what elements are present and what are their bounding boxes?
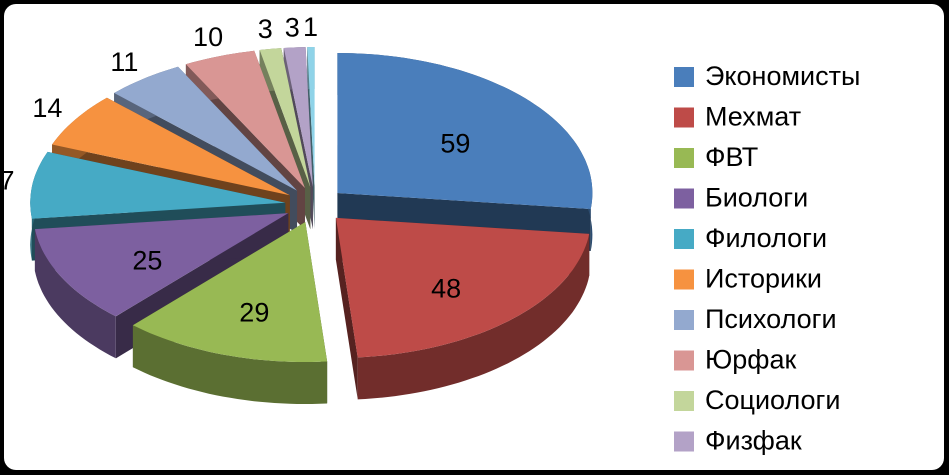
value-label: 14 — [32, 93, 62, 123]
slice-wall — [307, 47, 315, 230]
legend-swatch — [674, 310, 694, 330]
legend-swatch — [674, 148, 694, 168]
slice — [30, 151, 286, 219]
legend-swatch — [674, 188, 694, 209]
legend-label: Юрфак — [705, 345, 797, 375]
value-label: 3 — [285, 12, 300, 42]
slice-wall — [335, 217, 358, 400]
slice — [52, 97, 290, 196]
value-label: 29 — [239, 297, 269, 327]
legend-swatch — [674, 269, 694, 290]
legend-swatch — [674, 431, 694, 452]
slice — [34, 213, 289, 317]
legend-label: Социологи — [705, 385, 841, 415]
legend-label: Историки — [705, 264, 822, 294]
value-label: 3 — [258, 14, 273, 44]
value-label: 1 — [303, 12, 318, 42]
slice-side — [132, 325, 328, 404]
value-label: 17 — [0, 166, 14, 196]
legend-label: ФВТ — [705, 142, 758, 172]
value-label: 25 — [132, 246, 162, 276]
value-label: 11 — [110, 47, 138, 77]
slice-tops — [30, 47, 593, 362]
value-labels: 59 48 29 25 17 14 11 10 331 — [0, 12, 470, 327]
legend-swatch — [674, 229, 694, 249]
slice — [335, 217, 590, 358]
legend-swatch — [674, 391, 694, 411]
slice — [132, 222, 328, 362]
legend-label: Экономисты — [705, 61, 860, 91]
legend: Экономисты Мехмат ФВТ Биологи Филологи Истори… — [674, 61, 860, 456]
value-label: 10 — [193, 22, 223, 52]
slice-side — [357, 233, 590, 400]
slice-side — [34, 229, 116, 359]
legend-label: Филологи — [705, 223, 827, 253]
legend-label: Физфак — [705, 426, 802, 456]
legend-swatch — [674, 67, 694, 87]
value-label: 59 — [440, 128, 470, 158]
legend-swatch — [674, 107, 694, 128]
value-label: 48 — [431, 273, 461, 303]
legend-label: Мехмат — [705, 102, 801, 132]
slice — [185, 50, 305, 189]
slice — [283, 47, 313, 188]
slice — [337, 53, 593, 209]
slice — [114, 66, 298, 191]
slice — [259, 48, 311, 188]
slice — [307, 47, 315, 188]
legend-swatch — [674, 350, 694, 371]
legend-label: Биологи — [705, 183, 808, 213]
legend-label: Психологи — [705, 304, 837, 334]
